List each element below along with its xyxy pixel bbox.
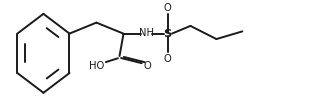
Text: HO: HO xyxy=(89,61,104,71)
Text: O: O xyxy=(164,3,171,13)
Text: S: S xyxy=(163,29,172,39)
Text: O: O xyxy=(143,61,151,71)
Text: NH: NH xyxy=(139,28,154,38)
Text: O: O xyxy=(164,54,171,64)
